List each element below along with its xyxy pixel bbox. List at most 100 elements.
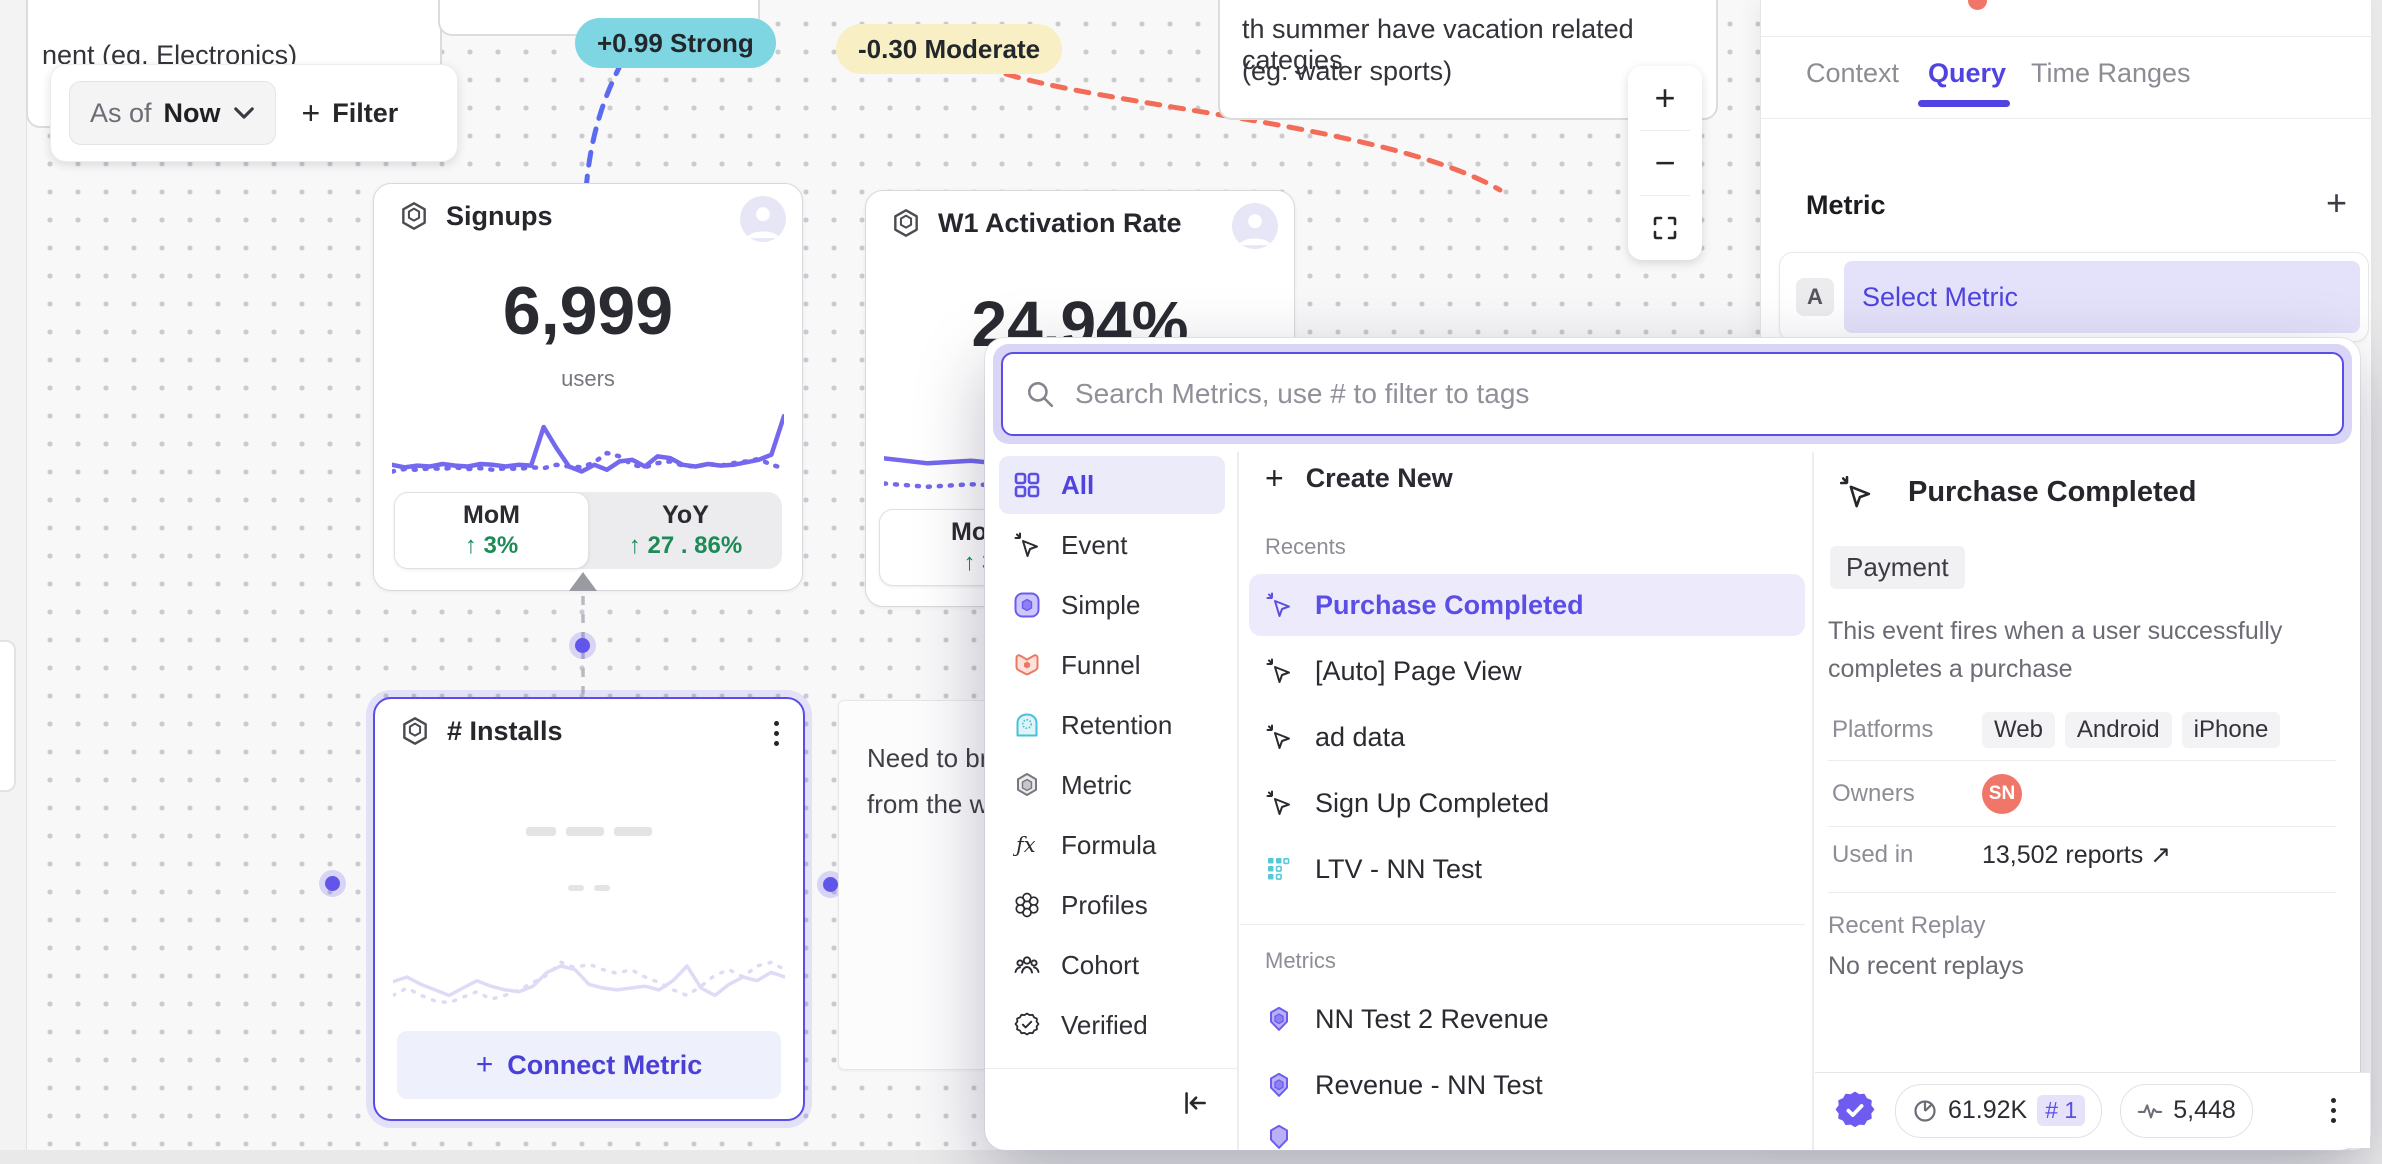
category-label: Profiles (1061, 889, 1148, 920)
yoy-segment[interactable]: YoY ↑ 27 . 86% (589, 492, 782, 569)
metric-item-label: Revenue - NN Test (1315, 1069, 1543, 1100)
metric-section-heading: Metric (1806, 190, 1886, 220)
used-in-label: Used in (1832, 841, 1914, 868)
metric-hexagon-icon (894, 209, 918, 237)
category-cohort[interactable]: Cohort (999, 936, 1225, 994)
pie-chart-icon (1914, 1099, 1936, 1122)
pulse-icon (2138, 1103, 2163, 1119)
recent-item-label: Purchase Completed (1315, 589, 1584, 620)
event-count: 5,448 (2173, 1096, 2236, 1124)
platforms-row: Platforms Web Android iPhone (1832, 712, 2336, 748)
correlation-badge-negative[interactable]: -0.30 Moderate (836, 24, 1063, 74)
metric-item-partial (1249, 1124, 1805, 1150)
canvas-toolbar: As of Now + Filter (50, 64, 458, 162)
zoom-out-button[interactable]: − (1654, 142, 1676, 183)
person-icon (746, 207, 780, 239)
select-metric-row[interactable]: A Select Metric (1779, 252, 2369, 342)
connector-dot-top[interactable] (575, 638, 590, 653)
metric-hexagon-icon (1017, 773, 1037, 796)
panel-footer-menu-button[interactable] (2330, 1098, 2336, 1123)
category-event[interactable]: Event (999, 516, 1225, 574)
plus-icon: + (301, 94, 321, 131)
avatar (740, 196, 786, 242)
category-simple[interactable]: Simple (999, 576, 1225, 634)
category-formula[interactable]: ƒx Formula (999, 816, 1225, 874)
category-metric[interactable]: Metric (999, 756, 1225, 814)
recent-item-sign-up-completed[interactable]: Sign Up Completed (1249, 772, 1805, 834)
recent-item-purchase-completed[interactable]: Purchase Completed (1249, 574, 1805, 636)
comparison-toggle: MoM ↑ 3% YoY ↑ 27 . 86% (394, 492, 782, 569)
used-in-link[interactable]: 13,502 reports ↗ (1982, 841, 2172, 869)
connect-metric-button[interactable]: + Connect Metric (397, 1031, 781, 1099)
metric-card-signups[interactable]: Signups 6,999 users MoM ↑ 3% YoY ↑ 27 . … (373, 183, 803, 591)
recents-section-label: Recents (1265, 534, 1346, 559)
search-focus-ring (993, 344, 2352, 444)
rank-chip: # 1 (2037, 1095, 2086, 1126)
category-retention[interactable]: Retention (999, 696, 1225, 754)
recent-item-ad-data[interactable]: ad data (1249, 706, 1805, 768)
metric-item-revenue-nn-test[interactable]: Revenue - NN Test (1249, 1054, 1805, 1116)
recent-item-auto-page-view[interactable]: [Auto] Page View (1249, 640, 1805, 702)
metric-value: 6,999 (502, 273, 674, 349)
tab-time-ranges[interactable]: Time Ranges (2031, 58, 2191, 88)
search-icon (1028, 382, 1054, 408)
category-all[interactable]: All (999, 456, 1225, 514)
category-label: Funnel (1061, 649, 1141, 680)
collapse-sidebar-button[interactable] (1177, 1086, 1211, 1125)
category-verified[interactable]: Verified (999, 996, 1225, 1054)
panel-footer: 61.92K # 1 5,448 (1815, 1072, 2370, 1148)
fit-to-screen-button[interactable] (1628, 196, 1702, 260)
connector-dot-right[interactable] (823, 877, 838, 892)
category-label: Retention (1061, 709, 1173, 740)
placeholder-unit-skeleton (375, 885, 803, 891)
signups-sparkline-chart (392, 413, 784, 474)
as-of-dropdown[interactable]: As of Now (69, 81, 276, 145)
category-label: Cohort (1061, 949, 1140, 980)
metric-card-installs[interactable]: # Installs + Connect Metric (373, 697, 805, 1121)
verified-seal-icon (1835, 1091, 1875, 1127)
add-metric-button[interactable]: + (2326, 182, 2348, 223)
metric-badge-icon (1270, 1006, 1288, 1031)
collapse-left-icon (1185, 1092, 1206, 1114)
card-menu-button[interactable] (774, 721, 779, 746)
create-new-button[interactable]: + Create New (1249, 450, 1805, 506)
event-cursor-icon (1266, 658, 1290, 683)
profiles-icon (1015, 892, 1039, 918)
tab-context[interactable]: Context (1806, 58, 1900, 88)
fullscreen-icon (1653, 216, 1677, 240)
search-input[interactable] (1073, 377, 2342, 411)
recent-item-label: ad data (1315, 721, 1406, 752)
category-label: Metric (1061, 769, 1132, 800)
event-volume-pill[interactable]: 5,448 (2120, 1083, 2253, 1138)
zoom-in-button[interactable]: + (1654, 77, 1676, 118)
divider (1640, 195, 1690, 196)
detail-tag[interactable]: Payment (1830, 546, 1965, 589)
owner-avatar[interactable]: SN (1982, 774, 2022, 814)
category-label: All (1061, 469, 1095, 500)
category-funnel[interactable]: Funnel (999, 636, 1225, 694)
metric-item-label: NN Test 2 Revenue (1315, 1003, 1549, 1034)
metrics-section-label: Metrics (1265, 948, 1336, 973)
filter-button[interactable]: + Filter (302, 95, 399, 132)
category-label: Event (1061, 529, 1128, 560)
query-usage-pill[interactable]: 61.92K # 1 (1895, 1083, 2103, 1138)
connector-dot-left[interactable] (325, 876, 340, 891)
metric-unit: users (561, 366, 615, 391)
plus-icon: + (1265, 459, 1284, 496)
platform-tag: Web (1982, 712, 2055, 748)
metric-item-nn-test-2-revenue[interactable]: NN Test 2 Revenue (1249, 988, 1805, 1050)
event-cursor-icon (1839, 475, 1871, 508)
category-profiles[interactable]: Profiles (999, 876, 1225, 934)
sticky-note-top-line2: (eg. water sports) (1242, 56, 1453, 86)
owners-row: Owners SN (1832, 774, 2336, 814)
mom-segment[interactable]: MoM ↑ 3% (394, 492, 589, 569)
tab-query[interactable]: Query (1928, 58, 2007, 88)
category-label: Verified (1061, 1009, 1148, 1040)
cohort-people-icon (1014, 956, 1040, 974)
recent-item-ltv-nn-test[interactable]: LTV - NN Test (1249, 838, 1805, 900)
left-edge-strip (0, 0, 27, 1150)
correlation-badge-positive[interactable]: +0.99 Strong (575, 18, 776, 68)
yoy-label: YoY (662, 501, 709, 529)
ltv-grid-icon (1268, 857, 1290, 880)
select-metric-highlight: Select Metric (1844, 261, 2360, 333)
